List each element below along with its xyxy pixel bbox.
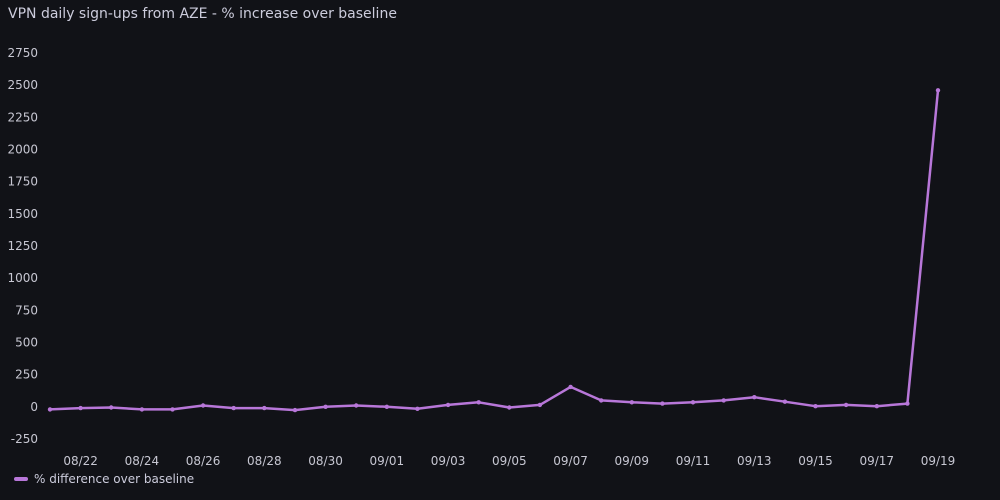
data-point[interactable]	[78, 405, 83, 411]
data-point[interactable]	[843, 402, 849, 408]
data-point[interactable]	[935, 88, 941, 93]
data-point[interactable]	[568, 384, 573, 390]
x-tick-label: 09/17	[859, 454, 894, 468]
y-tick-label: 2000	[7, 143, 38, 157]
data-point[interactable]	[476, 400, 481, 405]
y-tick-label: 750	[15, 303, 38, 317]
data-point[interactable]	[354, 403, 359, 408]
panel-title: VPN daily sign-ups from AZE - % increase…	[8, 6, 397, 22]
data-point[interactable]	[170, 407, 175, 412]
data-point[interactable]	[752, 395, 757, 400]
y-tick-label: 500	[15, 336, 38, 350]
x-tick-label: 09/13	[737, 454, 772, 468]
y-tick-label: 0	[30, 400, 38, 414]
data-point[interactable]	[537, 402, 543, 408]
data-point[interactable]	[874, 404, 879, 409]
data-point[interactable]	[599, 398, 604, 403]
legend-swatch	[14, 477, 28, 481]
data-point[interactable]	[323, 404, 328, 409]
y-axis: -250 0 250 500 750 1000 1250 1500 1750 2000 2250 25…	[7, 46, 38, 446]
x-tick-label: 09/19	[921, 454, 956, 468]
x-tick-label: 08/30	[308, 454, 343, 468]
data-point[interactable]	[292, 407, 298, 413]
x-tick-label: 08/26	[186, 454, 221, 468]
x-axis: 08/22 08/24 08/26 08/28 08/30 09/01 09/03 09/05…	[63, 454, 955, 468]
data-point[interactable]	[905, 401, 910, 406]
x-tick-label: 09/07	[553, 454, 588, 468]
series-layer	[47, 88, 941, 413]
y-tick-label: 1500	[7, 207, 38, 221]
data-point[interactable]	[782, 399, 788, 404]
data-point[interactable]	[813, 404, 818, 409]
y-tick-label: 1750	[7, 175, 38, 189]
y-tick-label: 1000	[7, 271, 38, 285]
data-point[interactable]	[139, 407, 145, 412]
data-point[interactable]	[109, 405, 114, 410]
x-tick-label: 08/28	[247, 454, 282, 468]
x-tick-label: 08/22	[63, 454, 98, 468]
data-point[interactable]	[629, 400, 634, 405]
x-tick-label: 09/03	[431, 454, 466, 468]
x-tick-label: 09/15	[798, 454, 833, 468]
series-line	[48, 89, 940, 412]
data-point[interactable]	[200, 403, 206, 408]
x-tick-label: 09/09	[614, 454, 649, 468]
legend-item[interactable]: % difference over baseline	[14, 472, 194, 486]
data-point[interactable]	[231, 405, 236, 411]
y-tick-label: 1250	[7, 239, 38, 253]
data-point[interactable]	[262, 405, 267, 411]
y-tick-label: 2500	[7, 78, 38, 92]
x-tick-label: 08/24	[125, 454, 160, 468]
y-tick-label: -250	[11, 432, 38, 446]
data-point[interactable]	[415, 406, 420, 411]
data-point[interactable]	[47, 407, 53, 412]
data-point[interactable]	[721, 398, 726, 403]
data-point[interactable]	[690, 400, 696, 405]
data-point[interactable]	[384, 404, 389, 409]
data-point[interactable]	[445, 402, 451, 408]
x-tick-label: 09/11	[676, 454, 711, 468]
x-tick-label: 09/05	[492, 454, 527, 468]
y-tick-label: 2750	[7, 46, 38, 60]
legend-label: % difference over baseline	[34, 472, 195, 486]
x-tick-label: 09/01	[370, 454, 405, 468]
data-point[interactable]	[660, 401, 665, 406]
y-tick-label: 2250	[7, 110, 38, 124]
data-point[interactable]	[507, 405, 512, 410]
y-tick-label: 250	[15, 368, 38, 382]
